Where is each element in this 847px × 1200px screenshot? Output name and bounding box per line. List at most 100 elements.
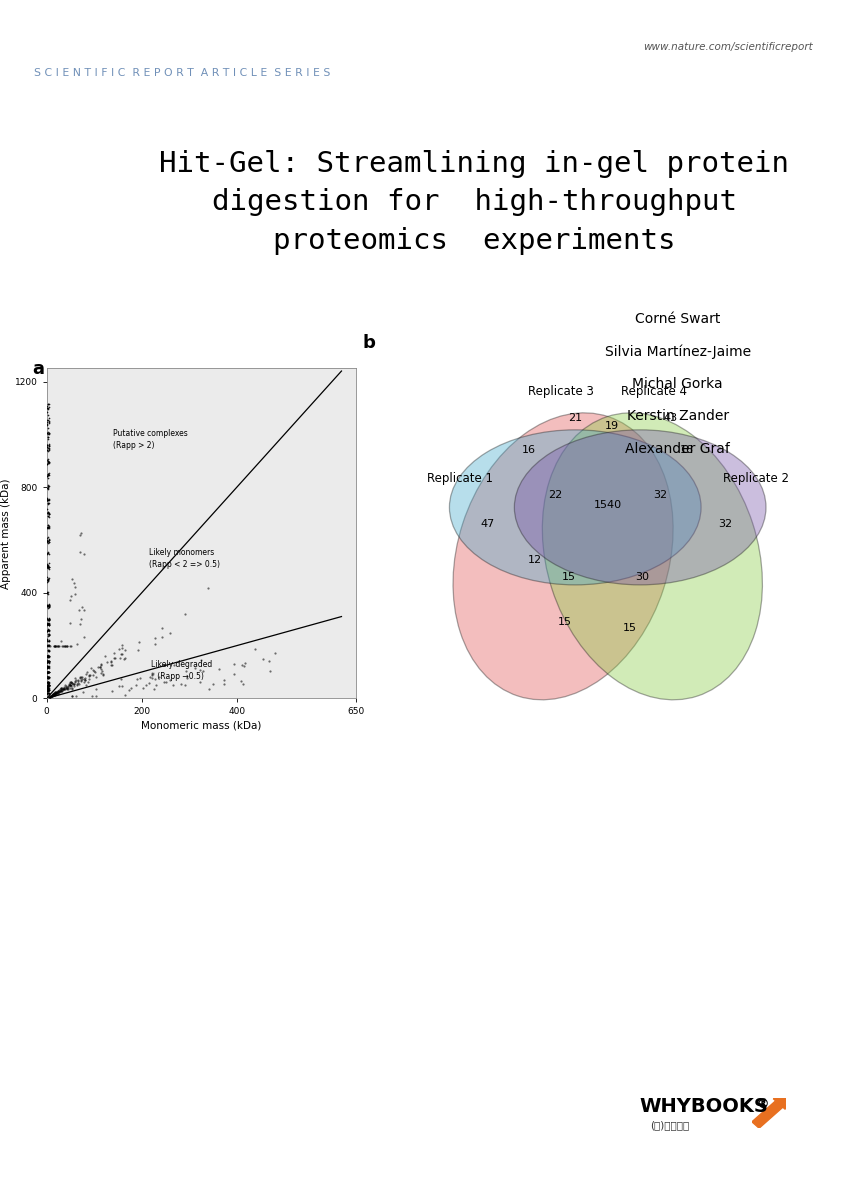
Point [42,610,55,629]
Point [40,616,53,635]
Point [64,676,78,695]
Point [119,641,132,660]
Point [86,666,100,685]
Point [40,479,53,498]
Point [42,503,55,522]
Point [48,684,62,703]
Point [44,686,58,706]
Point [42,662,55,682]
Point [42,413,56,432]
Point [52,636,65,655]
Point [168,656,181,676]
Point [48,683,62,702]
Point [42,516,55,535]
Point [40,631,53,650]
Point [148,635,162,654]
Point [91,656,105,676]
Point [93,658,107,677]
Point [41,582,54,601]
Point [42,610,55,629]
Point [52,682,65,701]
Text: 19: 19 [605,421,619,431]
Point [54,631,68,650]
Point [69,672,82,691]
Text: 47: 47 [481,518,495,529]
Point [41,532,54,551]
Point [54,679,68,698]
Text: 15: 15 [623,623,637,632]
Point [42,406,55,425]
Point [41,679,54,698]
Point [40,557,53,576]
Point [104,655,118,674]
Point [59,678,73,697]
Point [42,658,56,677]
Point [40,491,53,510]
Point [42,641,55,660]
Point [48,683,62,702]
Point [57,679,70,698]
Text: 15: 15 [558,617,572,626]
Point [41,678,54,697]
Point [40,545,53,564]
Point [42,641,55,660]
Point [54,679,68,698]
Point [256,649,269,668]
Point [42,611,55,630]
Point [42,683,56,702]
Point [41,583,54,602]
Text: Likely monomers
(Rapp < 2 => 0.5): Likely monomers (Rapp < 2 => 0.5) [149,548,220,569]
Point [59,678,73,697]
Point [40,646,53,665]
Point [80,672,94,691]
Text: Michal Gorka: Michal Gorka [633,377,722,391]
Point [42,503,56,522]
Point [42,626,55,646]
Point [53,679,67,698]
Point [174,674,188,694]
Point [61,676,75,695]
Point [41,678,54,697]
Text: www.nature.com/scientificreport: www.nature.com/scientificreport [644,42,813,52]
Point [42,635,55,654]
Point [83,665,97,684]
Point [40,656,53,676]
Point [41,398,54,418]
Point [42,667,56,686]
Point [45,686,58,706]
Point [42,673,55,692]
Point [42,631,56,650]
Point [42,505,56,524]
Point [64,679,77,698]
Point [64,590,77,610]
Point [133,668,147,688]
Point [53,680,66,700]
Point [42,678,55,697]
Point [236,674,250,694]
Point [55,678,69,697]
Point [73,526,86,545]
Point [42,652,55,671]
Point [42,410,55,430]
Point [74,542,87,562]
Point [41,608,54,628]
Point [45,685,58,704]
Point [41,517,54,536]
Point [42,595,56,614]
Point [42,688,56,707]
Point [41,533,54,552]
Point [65,679,79,698]
Point [42,425,56,444]
Point [42,620,56,640]
Point [41,614,54,634]
Point [44,686,58,706]
Point [40,680,53,700]
Point [42,570,55,589]
Point [42,436,56,455]
Point [40,648,53,667]
Point [54,678,68,697]
Point [147,679,160,698]
Point [41,557,54,576]
Point [42,630,55,649]
Point [213,660,226,679]
